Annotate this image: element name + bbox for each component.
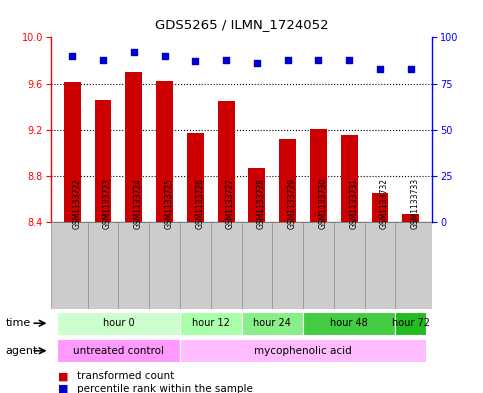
Text: GSM1133726: GSM1133726 bbox=[195, 178, 204, 229]
Text: GSM1133723: GSM1133723 bbox=[103, 178, 112, 229]
Bar bbox=[242, 312, 303, 335]
Point bbox=[222, 56, 230, 62]
Bar bbox=[125, 72, 142, 222]
Text: GSM1133728: GSM1133728 bbox=[257, 178, 266, 229]
Text: hour 72: hour 72 bbox=[392, 318, 430, 328]
Text: percentile rank within the sample: percentile rank within the sample bbox=[77, 384, 253, 393]
Bar bbox=[341, 136, 358, 222]
Text: hour 0: hour 0 bbox=[102, 318, 134, 328]
Text: GSM1133729: GSM1133729 bbox=[288, 178, 297, 229]
Point bbox=[191, 58, 199, 64]
Point bbox=[284, 56, 292, 62]
Bar bbox=[218, 101, 235, 222]
Point bbox=[130, 49, 138, 55]
Text: ■: ■ bbox=[58, 371, 69, 382]
Point bbox=[376, 66, 384, 72]
Text: GDS5265 / ILMN_1724052: GDS5265 / ILMN_1724052 bbox=[155, 18, 328, 31]
Text: GSM1133727: GSM1133727 bbox=[226, 178, 235, 229]
Point bbox=[99, 56, 107, 62]
Bar bbox=[310, 129, 327, 222]
Text: hour 12: hour 12 bbox=[192, 318, 229, 328]
Bar bbox=[64, 83, 81, 222]
Bar bbox=[402, 214, 419, 222]
Point bbox=[69, 53, 76, 59]
Text: mycophenolic acid: mycophenolic acid bbox=[254, 346, 352, 356]
Text: transformed count: transformed count bbox=[77, 371, 174, 382]
Text: GSM1133731: GSM1133731 bbox=[349, 178, 358, 229]
Bar bbox=[180, 312, 242, 335]
Point bbox=[314, 56, 322, 62]
Point bbox=[253, 60, 261, 66]
Text: time: time bbox=[6, 318, 31, 328]
Bar bbox=[248, 168, 265, 222]
Text: GSM1133722: GSM1133722 bbox=[72, 178, 81, 229]
Bar bbox=[57, 339, 180, 362]
Text: hour 48: hour 48 bbox=[330, 318, 368, 328]
Text: GSM1133732: GSM1133732 bbox=[380, 178, 389, 229]
Bar bbox=[180, 339, 426, 362]
Point bbox=[407, 66, 414, 72]
Bar bbox=[57, 312, 180, 335]
Bar bbox=[303, 312, 396, 335]
Text: GSM1133733: GSM1133733 bbox=[411, 178, 420, 229]
Bar bbox=[156, 81, 173, 222]
Bar bbox=[279, 139, 296, 222]
Text: GSM1133724: GSM1133724 bbox=[134, 178, 143, 229]
Text: untreated control: untreated control bbox=[73, 346, 164, 356]
Bar bbox=[396, 312, 426, 335]
Point bbox=[345, 56, 353, 62]
Text: agent: agent bbox=[6, 346, 38, 356]
Text: GSM1133730: GSM1133730 bbox=[318, 178, 327, 229]
Bar bbox=[95, 100, 112, 222]
Text: ■: ■ bbox=[58, 384, 69, 393]
Bar bbox=[371, 193, 388, 222]
Text: hour 24: hour 24 bbox=[254, 318, 291, 328]
Text: GSM1133725: GSM1133725 bbox=[165, 178, 173, 229]
Bar bbox=[187, 133, 204, 222]
Point bbox=[161, 53, 169, 59]
